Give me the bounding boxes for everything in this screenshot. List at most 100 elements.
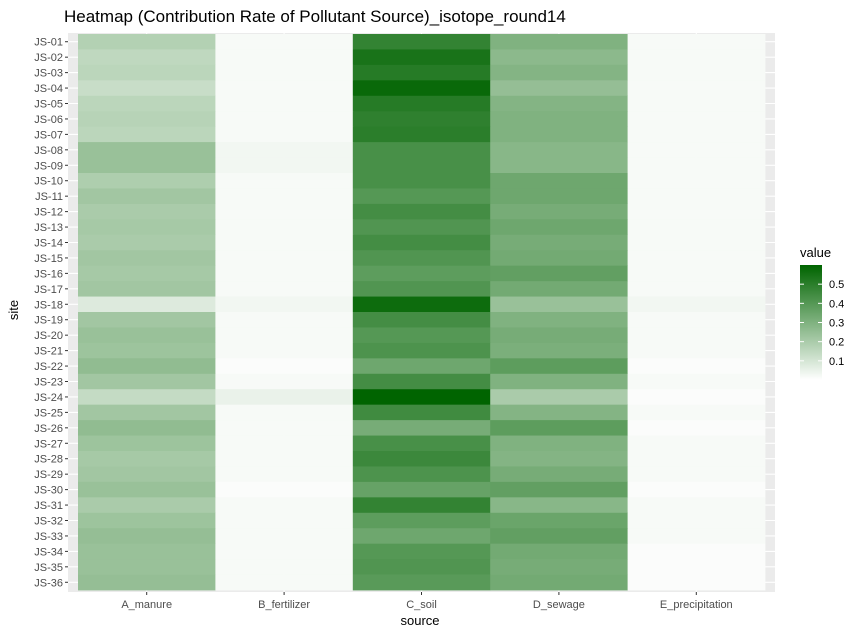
y-tick-label: JS-35 <box>34 562 63 574</box>
heatmap-cell <box>215 543 354 560</box>
y-tick-label: JS-36 <box>34 577 63 589</box>
heatmap-cell <box>215 435 354 452</box>
heatmap-cell <box>627 435 766 452</box>
legend-tick-label: 0.1 <box>829 356 844 368</box>
x-axis-title: source <box>400 613 439 628</box>
heatmap-cell <box>215 559 354 575</box>
legend-colorbar <box>800 265 822 380</box>
y-tick-label: JS-09 <box>34 160 63 172</box>
y-tick-label: JS-29 <box>34 469 63 481</box>
heatmap-cell <box>490 435 628 452</box>
heatmap-cell <box>490 389 628 406</box>
heatmap-cell <box>352 435 491 452</box>
y-tick-label: JS-12 <box>34 207 63 219</box>
heatmap-cell <box>215 312 354 328</box>
heatmap-cell <box>215 327 354 344</box>
heatmap-cell <box>627 373 766 390</box>
heatmap-cell <box>352 64 491 81</box>
y-tick-label: JS-31 <box>34 500 63 512</box>
heatmap-cell <box>78 219 216 236</box>
heatmap-cell <box>215 219 354 236</box>
y-tick-label: JS-06 <box>34 114 63 126</box>
y-tick-label: JS-04 <box>34 83 63 95</box>
heatmap-cell <box>352 358 491 375</box>
y-tick-label: JS-18 <box>34 299 63 311</box>
y-tick-label: JS-21 <box>34 346 63 358</box>
heatmap-cell <box>215 49 354 66</box>
heatmap-cell <box>490 64 628 81</box>
y-axis-title: site <box>6 300 21 320</box>
heatmap-cell <box>78 234 216 251</box>
heatmap-cell <box>352 296 491 313</box>
legend-tick-label: 0.3 <box>829 318 844 330</box>
heatmap-cell <box>352 234 491 251</box>
y-tick-label: JS-08 <box>34 145 63 157</box>
heatmap-cell <box>78 188 216 205</box>
heatmap-cell <box>490 265 628 282</box>
y-tick-label: JS-24 <box>34 392 63 404</box>
heatmap-cell <box>490 451 628 467</box>
heatmap-cell <box>78 512 216 529</box>
heatmap-cell <box>490 188 628 205</box>
heatmap-cell <box>215 358 354 375</box>
y-tick-label: JS-14 <box>34 238 63 250</box>
heatmap-cell <box>78 420 216 436</box>
heatmap-cell <box>78 296 216 313</box>
heatmap-cell <box>78 157 216 174</box>
heatmap-cell <box>352 528 491 545</box>
y-tick-label: JS-13 <box>34 222 63 234</box>
heatmap-cell <box>215 389 354 406</box>
heatmap-cell <box>627 49 766 66</box>
x-tick-label: E_precipitation <box>660 599 733 611</box>
x-tick-label: C_soil <box>406 599 437 611</box>
heatmap-cell <box>627 358 766 375</box>
heatmap-cell <box>352 373 491 390</box>
heatmap-cell <box>352 188 491 205</box>
y-tick-label: JS-11 <box>35 191 63 203</box>
heatmap-cell <box>490 327 628 344</box>
heatmap-cell <box>78 435 216 452</box>
heatmap-cell <box>627 80 766 97</box>
x-tick-label: B_fertilizer <box>258 599 310 611</box>
heatmap-cell <box>627 281 766 297</box>
heatmap-cell <box>78 451 216 467</box>
heatmap-cell <box>490 234 628 251</box>
heatmap-cell <box>352 451 491 467</box>
heatmap-cell <box>215 80 354 97</box>
y-tick-label: JS-20 <box>34 330 63 342</box>
heatmap-cell <box>352 126 491 143</box>
heatmap-cell <box>352 420 491 436</box>
heatmap-cell <box>627 342 766 359</box>
heatmap-cell <box>352 574 491 591</box>
heatmap-cell <box>215 157 354 174</box>
legend-tick-label: 0.5 <box>829 279 844 291</box>
heatmap-cell <box>78 481 216 498</box>
y-tick-label: JS-17 <box>34 284 63 296</box>
heatmap-cell <box>215 512 354 529</box>
heatmap-cell <box>215 528 354 545</box>
heatmap-cell <box>215 404 354 421</box>
heatmap-cell <box>78 559 216 575</box>
y-tick-label: JS-23 <box>34 377 63 389</box>
heatmap-cell <box>215 296 354 313</box>
heatmap-cell <box>352 203 491 220</box>
heatmap-cell <box>78 466 216 483</box>
heatmap-cell <box>490 95 628 112</box>
heatmap-cell <box>627 296 766 313</box>
heatmap-cell <box>352 559 491 575</box>
heatmap-cell <box>627 95 766 112</box>
heatmap-cell <box>490 420 628 436</box>
heatmap-cell <box>215 574 354 591</box>
x-tick-label: A_manure <box>121 599 172 611</box>
heatmap-cell <box>490 466 628 483</box>
heatmap-cell <box>215 203 354 220</box>
y-tick-label: JS-02 <box>34 52 63 64</box>
heatmap-cell <box>78 373 216 390</box>
y-tick-label: JS-26 <box>34 423 63 435</box>
heatmap-cell <box>490 219 628 236</box>
heatmap-cell <box>78 265 216 282</box>
y-tick-label: JS-01 <box>34 37 63 49</box>
heatmap-cell <box>78 95 216 112</box>
heatmap-cell <box>352 34 491 50</box>
y-axis-ticks: JS-01 JS-02 JS-03 JS-04 JS-05 JS-06 JS-07 JS-08… <box>34 37 68 589</box>
